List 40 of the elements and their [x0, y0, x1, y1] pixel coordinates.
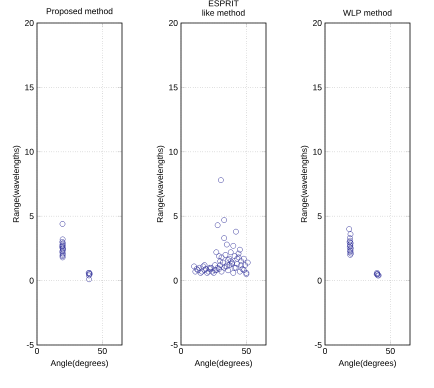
point — [86, 276, 92, 282]
chart-subtitle: like method — [202, 10, 245, 16]
point — [60, 221, 66, 227]
point — [347, 235, 353, 241]
y-tick-label: 20 — [168, 20, 178, 26]
y-tick-label: -5 — [26, 342, 34, 348]
y-tick-label: 0 — [30, 278, 34, 284]
chart-title: WLP method — [343, 10, 392, 16]
y-tick-label: -5 — [314, 342, 322, 348]
y-tick-label: 10 — [25, 148, 34, 155]
x-tick-label: 50 — [98, 348, 107, 354]
point — [60, 236, 66, 242]
y-tick-label: -5 — [170, 342, 178, 348]
y-tick-label: 20 — [24, 20, 34, 26]
x-tick-label: 0 — [322, 348, 328, 354]
x-tick-label: 50 — [386, 348, 395, 354]
y-tick-label: 15 — [25, 84, 34, 90]
y-tick-label: 5 — [174, 213, 178, 220]
x-tick-label: 0 — [178, 348, 184, 354]
y-tick-label: 10 — [313, 148, 322, 155]
chart-title: ESPRIT — [208, 0, 239, 6]
y-axis-title: Range(wavelengths) — [156, 146, 165, 222]
x-axis-title: Angle(degrees) — [338, 360, 396, 368]
x-axis-title: Angle(degrees) — [194, 360, 252, 368]
point — [348, 231, 354, 238]
x-tick-label: 50 — [242, 348, 251, 354]
x-tick-label: 0 — [34, 348, 40, 354]
y-tick-label: 15 — [169, 84, 178, 90]
y-tick-label: 0 — [318, 278, 322, 284]
y-tick-label: 15 — [313, 84, 322, 90]
y-tick-label: 5 — [30, 213, 34, 220]
y-tick-label: 10 — [169, 148, 178, 155]
y-axis-title: Range(wavelengths) — [300, 146, 309, 222]
x-axis-title: Angle(degrees) — [50, 360, 108, 368]
point — [346, 226, 352, 232]
chart-title: Proposed method — [46, 8, 112, 16]
y-axis-title: Range(wavelengths) — [12, 146, 21, 222]
y-tick-label: 0 — [174, 278, 178, 284]
y-tick-label: 5 — [318, 213, 322, 220]
y-tick-label: 20 — [312, 20, 322, 26]
